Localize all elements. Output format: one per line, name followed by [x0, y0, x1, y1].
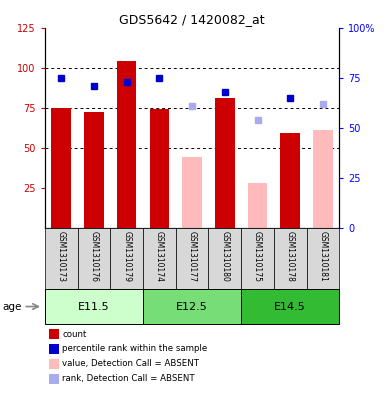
Text: value, Detection Call = ABSENT: value, Detection Call = ABSENT	[62, 360, 199, 368]
Bar	[241, 289, 339, 324]
Bar	[241, 228, 274, 289]
Bar	[208, 228, 241, 289]
Text: age: age	[2, 301, 21, 312]
Bar	[280, 133, 300, 228]
Text: E12.5: E12.5	[176, 301, 208, 312]
Text: GSM1310177: GSM1310177	[188, 231, 197, 282]
Bar	[117, 61, 136, 228]
Text: GSM1310179: GSM1310179	[122, 231, 131, 282]
Bar	[215, 98, 235, 228]
Bar	[110, 228, 143, 289]
Text: GSM1310174: GSM1310174	[155, 231, 164, 282]
Title: GDS5642 / 1420082_at: GDS5642 / 1420082_at	[119, 13, 265, 26]
Text: GSM1310175: GSM1310175	[253, 231, 262, 282]
Bar	[143, 228, 176, 289]
Text: E11.5: E11.5	[78, 301, 110, 312]
Text: E14.5: E14.5	[274, 301, 306, 312]
Bar	[176, 228, 208, 289]
Text: GSM1310180: GSM1310180	[220, 231, 229, 282]
Bar	[143, 289, 241, 324]
Text: rank, Detection Call = ABSENT: rank, Detection Call = ABSENT	[62, 375, 195, 383]
Bar	[307, 228, 339, 289]
Text: GSM1310176: GSM1310176	[89, 231, 98, 282]
Text: GSM1310173: GSM1310173	[57, 231, 66, 282]
Bar	[274, 228, 307, 289]
Text: percentile rank within the sample: percentile rank within the sample	[62, 345, 207, 353]
Bar	[248, 183, 267, 228]
Text: GSM1310178: GSM1310178	[286, 231, 295, 282]
Bar	[182, 157, 202, 228]
Bar	[84, 112, 104, 228]
Bar	[149, 109, 169, 228]
Bar	[78, 228, 110, 289]
Bar	[313, 130, 333, 228]
Bar	[51, 108, 71, 228]
Text: GSM1310181: GSM1310181	[319, 231, 328, 282]
Text: count: count	[62, 330, 87, 338]
Bar	[45, 228, 78, 289]
Bar	[45, 289, 143, 324]
